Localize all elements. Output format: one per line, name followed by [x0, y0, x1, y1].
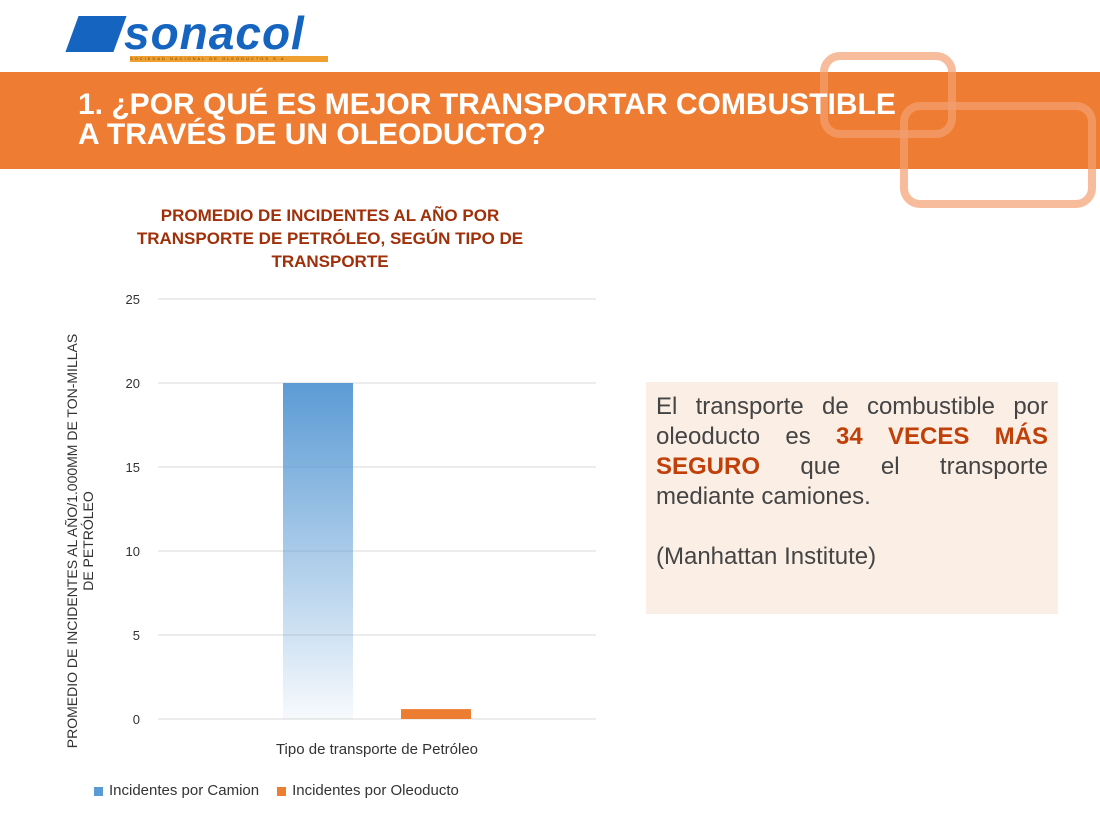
logo-tagline: SOCIEDAD NACIONAL DE OLEODUCTOS S.A.	[130, 56, 328, 62]
callout-box: El transporte de combustible por oleoduc…	[646, 382, 1058, 614]
chart-title: PROMEDIO DE INCIDENTES AL AÑO POR TRANSP…	[136, 206, 524, 271]
y-tick-label: 25	[126, 292, 140, 307]
legend-item-camion: Incidentes por Camion	[94, 782, 259, 799]
pipe-decoration	[900, 102, 1096, 208]
y-tick-label: 15	[126, 460, 140, 475]
y-tick-label: 10	[126, 544, 140, 559]
x-axis-label: Tipo de transporte de Petróleo	[275, 741, 479, 758]
sonacol-logo: sonacol SOCIEDAD NACIONAL DE OLEODUCTOS …	[65, 7, 332, 62]
legend: Incidentes por Camion Incidentes por Ole…	[94, 782, 459, 799]
y-tick-label: 20	[126, 376, 140, 391]
y-axis-label: PROMEDIO DE INCIDENTES AL AÑO/1.000MM DE…	[64, 333, 96, 749]
pipe-decoration	[820, 52, 956, 138]
source-citation: (Manhattan Institute)	[656, 543, 877, 570]
legend-item-oleoducto: Incidentes por Oleoducto	[277, 782, 459, 799]
bar-oleoducto	[401, 709, 471, 719]
logo-text: sonacol	[124, 7, 305, 59]
y-tick-label: 0	[133, 712, 140, 727]
bar-camion	[283, 383, 353, 719]
y-tick-label: 5	[133, 628, 140, 643]
highlight-text: 34 VECES MÁS SEGURO	[656, 423, 1048, 480]
title-banner: 1. ¿POR QUÉ ES MEJOR TRANSPORTAR COMBUST…	[0, 52, 1100, 208]
page-title: 1. ¿POR QUÉ ES MEJOR TRANSPORTAR COMBUST…	[78, 88, 896, 151]
